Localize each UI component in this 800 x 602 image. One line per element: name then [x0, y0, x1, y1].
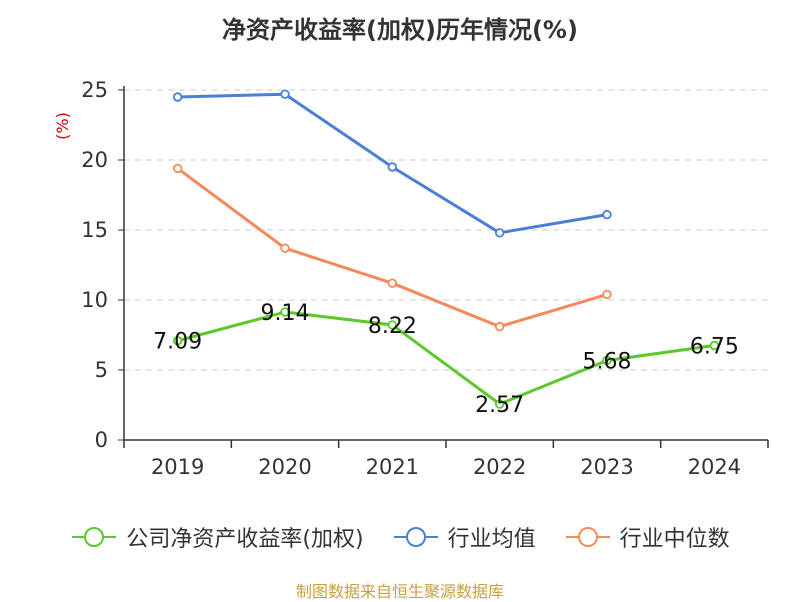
legend-swatch-company: [72, 527, 117, 547]
data-label: 6.75: [690, 335, 739, 360]
legend-item-industry-mean[interactable]: 行业均值: [392, 521, 536, 553]
data-point: [387, 162, 398, 172]
data-label: 8.22: [368, 314, 417, 339]
data-point: [280, 243, 290, 253]
data-point: [602, 289, 612, 300]
y-tick-label: 10: [81, 288, 108, 312]
chart-title: 净资产收益率(加权)历年情况(%): [222, 16, 578, 44]
data-point: [602, 355, 612, 366]
data-point: [387, 320, 398, 330]
legend-item-company[interactable]: 公司净资产收益率(加权): [70, 521, 364, 553]
data-point: [494, 228, 505, 238]
legend-swatch-industry-mean: [393, 527, 438, 547]
series-line-0: [177, 310, 715, 406]
data-point: [280, 307, 290, 317]
legend-item-industry-median[interactable]: 行业中位数: [564, 521, 730, 553]
y-tick-label: 20: [81, 148, 108, 172]
data-point: [494, 399, 505, 409]
legend-swatch-industry-median: [565, 527, 610, 547]
data-point: [709, 340, 720, 351]
legend-label-company: 公司净资产收益率(加权): [126, 527, 364, 552]
data-point: [172, 336, 183, 346]
data-point: [602, 209, 612, 220]
data-label: 7.09: [153, 330, 202, 355]
data-label: 2.57: [475, 393, 524, 418]
source-note: 制图数据来自恒生聚源数据库: [295, 582, 504, 601]
legend-label-industry-mean: 行业均值: [447, 527, 536, 552]
y-axis-label: (%): [53, 112, 72, 140]
data-label: 5.68: [583, 349, 632, 374]
data-point: [172, 163, 183, 174]
legend: 公司净资产收益率(加权) 行业均值 行业中位数: [0, 520, 800, 554]
series-line-2: [176, 167, 608, 329]
y-tick-label: 5: [95, 358, 108, 382]
data-point: [172, 92, 183, 102]
y-tick-label: 25: [81, 78, 108, 102]
x-tick-label: 2020: [258, 455, 311, 479]
x-tick-label: 2023: [580, 455, 633, 479]
data-point: [280, 89, 290, 99]
y-tick-label: 15: [81, 218, 108, 242]
data-label: 9.14: [261, 301, 310, 326]
data-point: [494, 321, 505, 332]
y-tick-label: 0: [95, 428, 108, 452]
x-tick-label: 2024: [688, 455, 741, 479]
x-tick-label: 2022: [473, 455, 526, 479]
x-tick-label: 2019: [151, 455, 204, 479]
legend-label-industry-median: 行业中位数: [619, 527, 730, 552]
x-tick-label: 2021: [366, 455, 419, 479]
data-point: [387, 278, 398, 288]
